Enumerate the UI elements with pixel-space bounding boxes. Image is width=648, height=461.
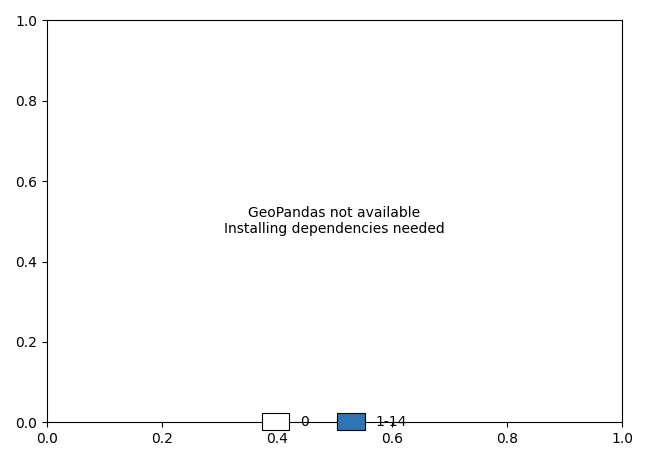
Text: GeoPandas not available
Installing dependencies needed: GeoPandas not available Installing depen… [224,206,445,236]
Legend: 0, 1-14: 0, 1-14 [256,408,413,436]
